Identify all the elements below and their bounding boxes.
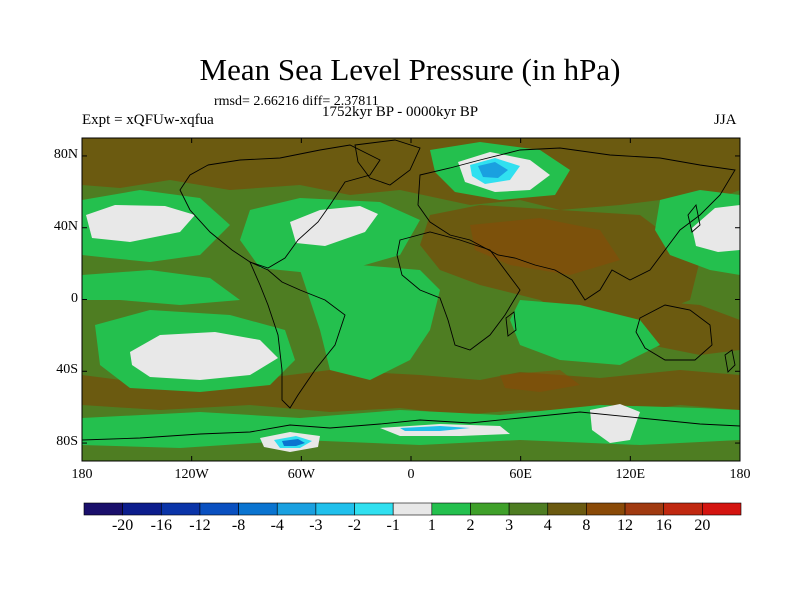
colorbar-label: -3 bbox=[309, 517, 323, 534]
colorbar-swatch bbox=[586, 502, 626, 516]
colorbar-label: -1 bbox=[386, 517, 400, 534]
colorbar-label: 16 bbox=[655, 517, 672, 534]
colorbar-label: 4 bbox=[543, 517, 552, 534]
lat-tick-label: 40N bbox=[53, 218, 78, 234]
colorbar-swatch bbox=[199, 502, 239, 516]
colorbar-swatch bbox=[470, 502, 510, 516]
colorbar-swatch bbox=[315, 502, 355, 516]
colorbar-swatch bbox=[122, 502, 162, 516]
colorbar bbox=[83, 502, 742, 516]
colorbar-label: 12 bbox=[617, 517, 634, 534]
field-wpacific-grey bbox=[692, 205, 740, 252]
colorbar-label: 2 bbox=[466, 517, 475, 534]
colorbar-label: 8 bbox=[582, 517, 591, 534]
field-eurasia-darkbrown bbox=[470, 218, 620, 275]
lon-tick-label: 60W bbox=[287, 467, 315, 482]
chart-title: Mean Sea Level Pressure (in hPa) bbox=[199, 52, 621, 87]
stats-text: rmsd= 2.66216 diff= 2.37811 bbox=[214, 94, 379, 109]
colorbar-swatch bbox=[238, 502, 278, 516]
colorbar-swatch bbox=[508, 502, 549, 516]
field-southern-darkbrown bbox=[500, 370, 580, 392]
field-antarctic-grey-1 bbox=[590, 404, 640, 443]
season-label: JJA bbox=[714, 112, 737, 128]
lon-tick-label: 180 bbox=[71, 467, 93, 482]
lon-tick-label: 60E bbox=[509, 467, 532, 482]
colorbar-swatch bbox=[354, 502, 394, 516]
field-natlantic-grey bbox=[290, 206, 378, 246]
experiment-label: Expt = xQFUw-xqfua bbox=[82, 112, 214, 128]
coastlines bbox=[82, 139, 740, 441]
lon-tick-label: 180 bbox=[729, 467, 751, 482]
colorbar-swatch bbox=[702, 502, 742, 516]
lat-tick-label: 40S bbox=[56, 362, 78, 378]
field-indian-green bbox=[510, 300, 660, 365]
lat-tick-label: 80N bbox=[53, 146, 78, 162]
field-spacific-grey bbox=[130, 332, 278, 380]
lat-tick-label: 80S bbox=[56, 434, 78, 450]
colorbar-swatch bbox=[547, 502, 587, 516]
field-arctic-blue bbox=[478, 162, 508, 178]
colorbar-swatch bbox=[83, 502, 123, 516]
colorbar-swatch bbox=[431, 502, 471, 516]
field-antarctic-cyan bbox=[400, 426, 470, 431]
colorbar-label: 3 bbox=[505, 517, 514, 534]
field-arctic-brown bbox=[82, 138, 740, 210]
colorbar-label: -4 bbox=[270, 517, 284, 534]
field-eastern-pacific-green bbox=[82, 270, 240, 305]
lon-tick-label: 120E bbox=[615, 467, 646, 482]
field-peninsula-blue bbox=[282, 439, 305, 446]
colorbar-label: -16 bbox=[150, 517, 172, 534]
colorbar-label: 20 bbox=[694, 517, 711, 534]
period-text: 1752kyr BP - 0000kyr BP bbox=[322, 104, 479, 120]
field-npacific-grey bbox=[86, 205, 195, 242]
colorbar-label: -12 bbox=[189, 517, 211, 534]
lon-tick-label: 120W bbox=[174, 467, 209, 482]
colorbar-swatch bbox=[160, 502, 201, 516]
colorbar-swatch bbox=[624, 502, 665, 516]
colorbar-label: 1 bbox=[427, 517, 436, 534]
lat-tick-label: 0 bbox=[71, 290, 78, 306]
colorbar-label: -20 bbox=[111, 517, 134, 534]
field-tropical-atlantic-green bbox=[300, 265, 440, 380]
colorbar-swatch bbox=[276, 502, 317, 516]
colorbar-label: -2 bbox=[347, 517, 362, 534]
colorbar-swatch bbox=[663, 502, 703, 516]
colorbar-label: -8 bbox=[231, 517, 246, 534]
lon-tick-label: 0 bbox=[407, 467, 415, 482]
colorbar-swatch bbox=[392, 502, 433, 516]
axis-ticks bbox=[81, 138, 741, 461]
field-australia-brown bbox=[630, 300, 740, 355]
